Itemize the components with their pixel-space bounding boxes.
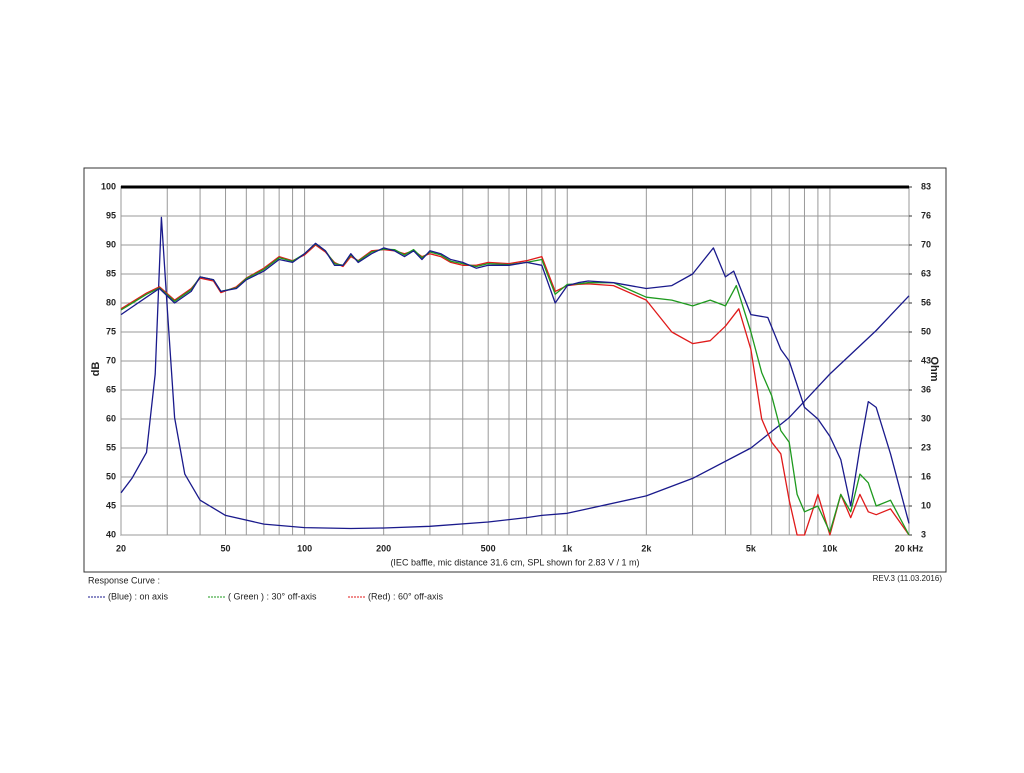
x-axis-label: (IEC baffle, mic distance 31.6 cm, SPL s… [390,557,639,567]
legend-label: ( Green ) : 30° off-axis [228,591,317,601]
y2-tick-label: 3 [921,529,926,539]
series-line [120,243,910,536]
y-tick-label: 75 [106,326,116,336]
x-tick-label: 200 [376,543,391,553]
y-tick-label: 85 [106,268,116,278]
y-tick-label: 50 [106,471,116,481]
x-tick-label: 20 kHz [895,543,924,553]
series-line [120,216,910,530]
y2-axis-label: Ohm [928,356,940,381]
y2-tick-label: 10 [921,500,931,510]
y2-tick-label: 36 [921,384,931,394]
series-line [120,244,910,536]
x-tick-label: 50 [221,543,231,553]
frame [83,167,947,573]
y-tick-label: 95 [106,210,116,220]
y2-tick-label: 16 [921,471,931,481]
y2-tick-label: 56 [921,297,931,307]
x-tick-label: 1k [562,543,573,553]
x-tick-label: 5k [746,543,757,553]
revision: REV.3 (11.03.2016) [873,574,943,583]
x-tick-label: 500 [481,543,496,553]
y-tick-label: 80 [106,297,116,307]
series-line [120,242,910,524]
x-tick-label: 2k [641,543,652,553]
y-tick-label: 70 [106,355,116,365]
x-tick-label: 20 [116,543,126,553]
y-tick-label: 90 [106,239,116,249]
y-tick-label: 45 [106,500,116,510]
legend-title: Response Curve : [88,575,160,585]
y-tick-label: 100 [101,181,116,191]
x-tick-label: 100 [297,543,312,553]
y2-tick-label: 50 [921,326,931,336]
y2-tick-label: 83 [921,181,931,191]
y2-tick-label: 63 [921,268,931,278]
legend-label: (Blue) : on axis [108,591,169,601]
y-tick-label: 40 [106,529,116,539]
y-tick-label: 60 [106,413,116,423]
y2-tick-label: 23 [921,442,931,452]
y-axis-label: dB [90,362,102,377]
legend-label: (Red) : 60° off-axis [368,591,443,601]
y-tick-label: 55 [106,442,116,452]
y2-tick-label: 76 [921,210,931,220]
y2-tick-label: 30 [921,413,931,423]
y-tick-label: 65 [106,384,116,394]
y2-tick-label: 43 [921,355,931,365]
y2-tick-label: 70 [921,239,931,249]
x-tick-label: 10k [822,543,838,553]
